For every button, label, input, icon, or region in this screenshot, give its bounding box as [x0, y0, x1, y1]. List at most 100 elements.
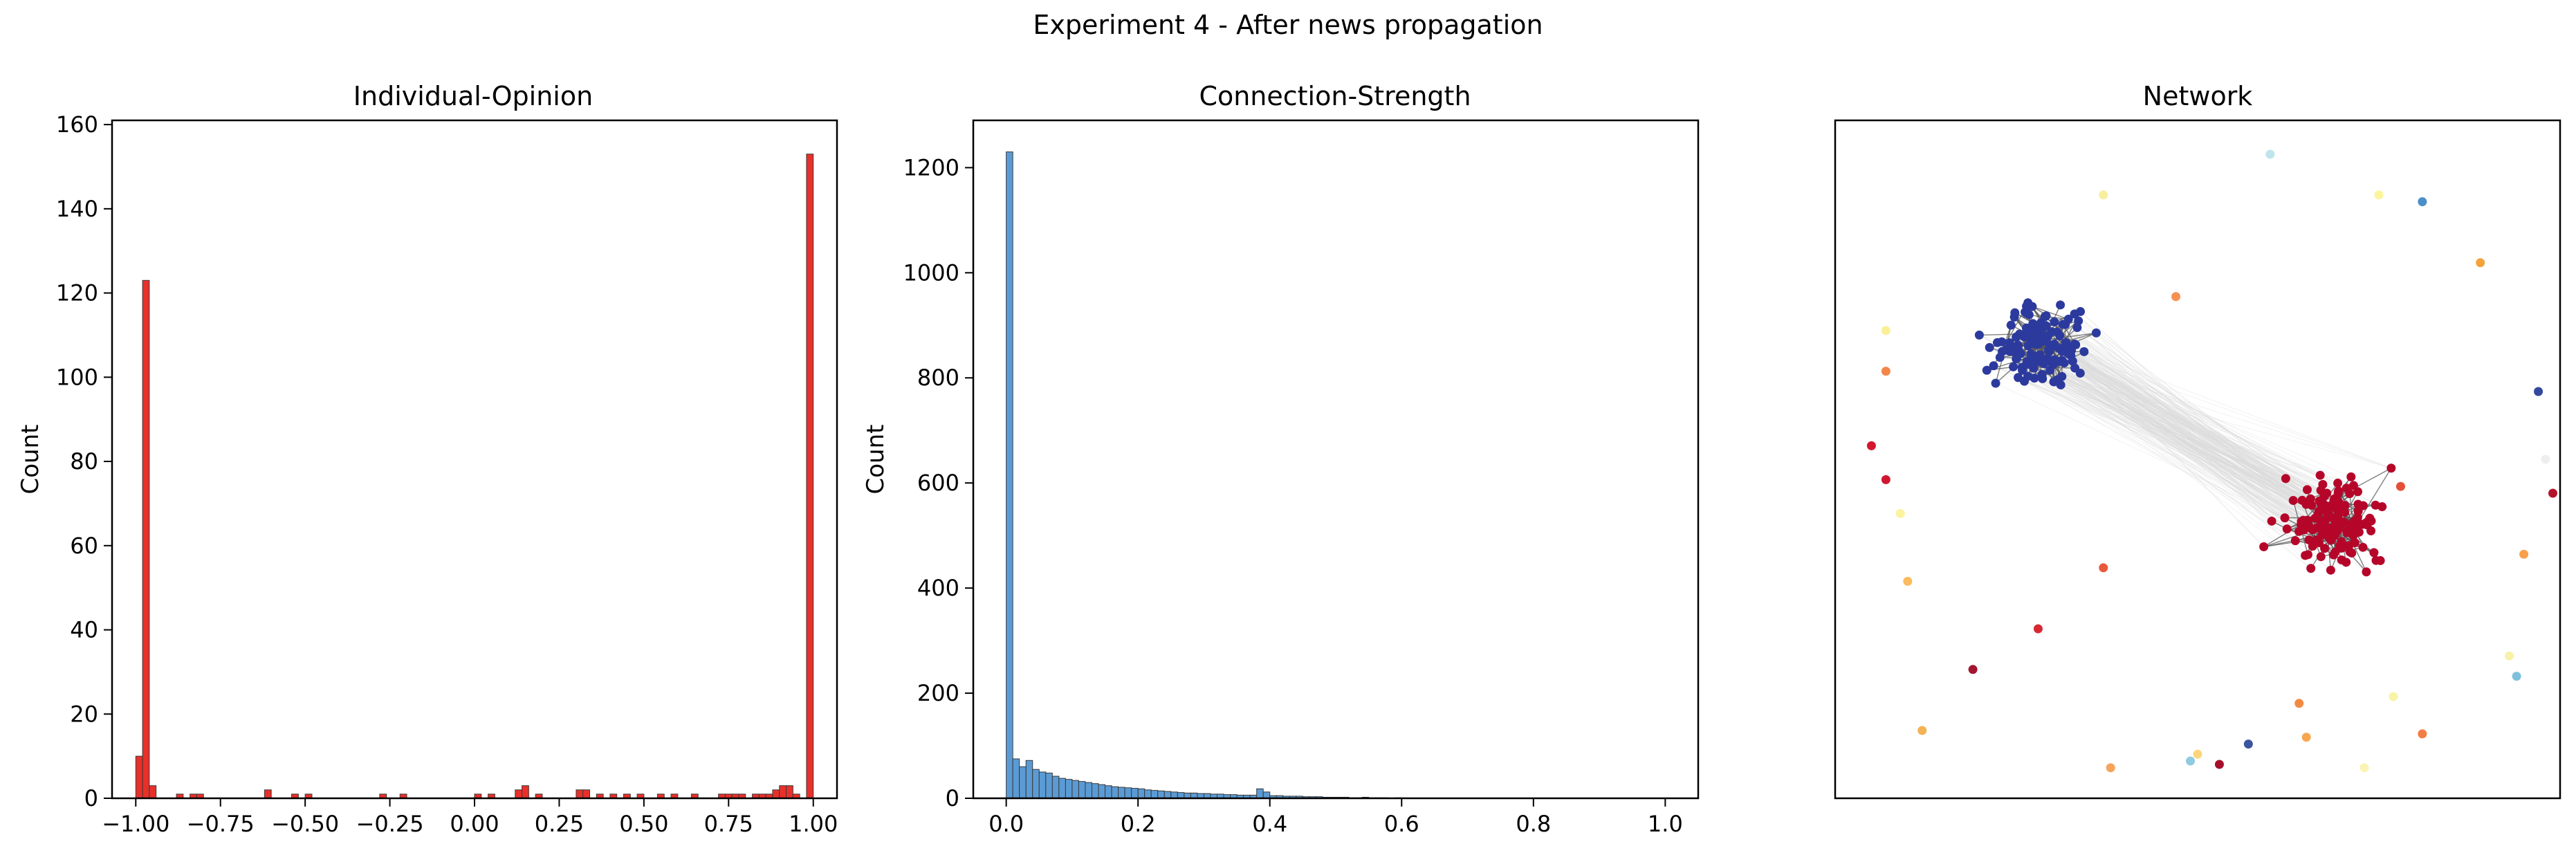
network-faint-edge	[2060, 360, 2306, 556]
network-faint-edge	[2024, 380, 2299, 532]
network-node	[1991, 378, 2000, 388]
network-faint-edge	[2060, 360, 2348, 533]
network-node	[2324, 510, 2333, 520]
network-faint-edge	[1979, 334, 2335, 534]
network-faint-edge	[2036, 329, 2353, 553]
network-node	[2031, 340, 2041, 349]
network-node	[2319, 499, 2328, 509]
network-node	[2049, 377, 2059, 387]
network-node	[2031, 324, 2041, 334]
network-node	[2023, 341, 2033, 351]
network-faint-edge	[2039, 358, 2326, 531]
network-node	[2297, 495, 2307, 505]
network-node	[2079, 347, 2089, 356]
network-node	[2074, 316, 2083, 326]
network-faint-edge	[2083, 351, 2328, 517]
opinion-histogram-panel: Individual-Opinion −1.00 −0.75 −0.50 −0.25 0…	[17, 81, 838, 837]
network-node	[2359, 763, 2369, 773]
network-node	[2386, 463, 2396, 473]
network-faint-edge	[2044, 336, 2350, 495]
network-faint-edge	[2043, 363, 2321, 528]
strength-x-tick-label: 0.8	[1516, 811, 1551, 837]
network-node	[2333, 526, 2342, 535]
network-edge	[2032, 306, 2069, 320]
network-faint-edge	[2052, 364, 2348, 533]
network-node	[2267, 516, 2276, 526]
opinion-x-ticks: −1.00 −0.75 −0.50 −0.25 0.00 0.25 0.50 0.75 1.00	[102, 798, 838, 837]
network-node	[2034, 357, 2044, 367]
strength-bar	[1137, 788, 1146, 799]
opinion-y-tick-label: 60	[70, 533, 98, 559]
strength-x-tick-label: 1.0	[1648, 811, 1683, 837]
strength-bar	[1012, 758, 1020, 799]
network-node	[2290, 536, 2300, 546]
network-faint-edge	[2039, 354, 2335, 536]
network-faint-edge	[2034, 378, 2286, 479]
network-faint-edge	[2034, 335, 2340, 546]
network-faint-edge	[2018, 377, 2339, 526]
strength-bar	[1144, 789, 1152, 799]
network-node	[2006, 320, 2016, 330]
strength-bar	[1051, 775, 1060, 799]
network-faint-edge	[2018, 350, 2341, 546]
network-faint-edge	[2039, 361, 2319, 543]
network-faint-edge	[2077, 327, 2339, 515]
opinion-bar	[779, 785, 787, 799]
network-node	[2548, 488, 2558, 498]
network-faint-edge	[1993, 365, 2320, 502]
network-faint-edge	[2054, 345, 2328, 509]
network-faint-edge	[2043, 340, 2321, 504]
network-node	[2299, 515, 2308, 525]
network-node	[2306, 564, 2316, 573]
opinion-histogram-title: Individual-Opinion	[353, 81, 593, 111]
network-node	[1895, 508, 1905, 518]
network-node	[1989, 361, 1998, 371]
strength-y-tick-label: 0	[946, 785, 959, 811]
network-faint-edge	[2033, 367, 2313, 531]
strength-bar	[1170, 791, 1178, 799]
network-node	[2339, 517, 2349, 527]
network-faint-edge	[2016, 357, 2321, 491]
strength-y-tick-label: 200	[917, 680, 959, 706]
network-node	[2512, 672, 2521, 681]
network-node	[2331, 504, 2341, 513]
network-faint-edge	[2030, 333, 2330, 528]
strength-bars	[1006, 151, 1402, 799]
network-node	[2333, 488, 2343, 498]
network-faint-edge	[2074, 313, 2329, 531]
network-faint-edge	[2045, 339, 2319, 543]
network-faint-edge	[1993, 365, 2319, 512]
network-faint-edge	[2031, 362, 2354, 486]
network-node	[2280, 513, 2290, 523]
opinion-y-tick-label: 100	[56, 364, 98, 390]
figure-title: Experiment 4 - After news propagation	[1033, 10, 1543, 40]
network-faint-edge	[2062, 324, 2339, 502]
network-node	[2106, 763, 2115, 773]
network-node	[2348, 531, 2358, 540]
network-node	[2362, 567, 2371, 577]
network-node	[2056, 300, 2066, 310]
network-faint-edge	[2013, 366, 2334, 555]
network-node	[2335, 541, 2344, 551]
network-faint-edge	[2018, 377, 2333, 518]
network-node	[2377, 502, 2387, 512]
network-faint-edge	[2044, 336, 2329, 515]
opinion-bar	[582, 789, 591, 799]
network-faint-edge	[2078, 320, 2312, 569]
opinion-x-tick-label: −0.25	[356, 811, 424, 837]
strength-bar	[1038, 771, 1047, 799]
network-node	[2039, 336, 2048, 346]
network-node	[2171, 292, 2181, 302]
network-faint-edge	[2057, 331, 2331, 518]
network-node	[2012, 332, 2021, 342]
network-faint-edge	[2027, 364, 2338, 484]
network-faint-edge	[2022, 369, 2348, 533]
network-faint-edge	[2061, 351, 2324, 505]
network-faint-edge	[2071, 350, 2264, 547]
strength-bar	[1163, 791, 1172, 799]
network-faint-edge	[2059, 335, 2308, 521]
opinion-x-tick-label: 0.50	[619, 811, 668, 837]
network-node	[2369, 548, 2379, 558]
network-faint-edge	[2034, 335, 2340, 546]
strength-y-tick-label: 1000	[903, 259, 959, 286]
